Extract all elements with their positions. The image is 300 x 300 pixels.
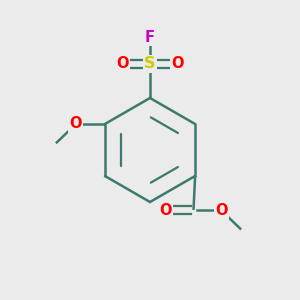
Text: O: O: [159, 203, 172, 218]
Text: O: O: [171, 56, 184, 71]
Text: O: O: [116, 56, 129, 71]
Text: O: O: [215, 203, 228, 218]
Text: F: F: [145, 30, 155, 45]
Text: O: O: [69, 116, 82, 131]
Text: S: S: [144, 56, 156, 71]
